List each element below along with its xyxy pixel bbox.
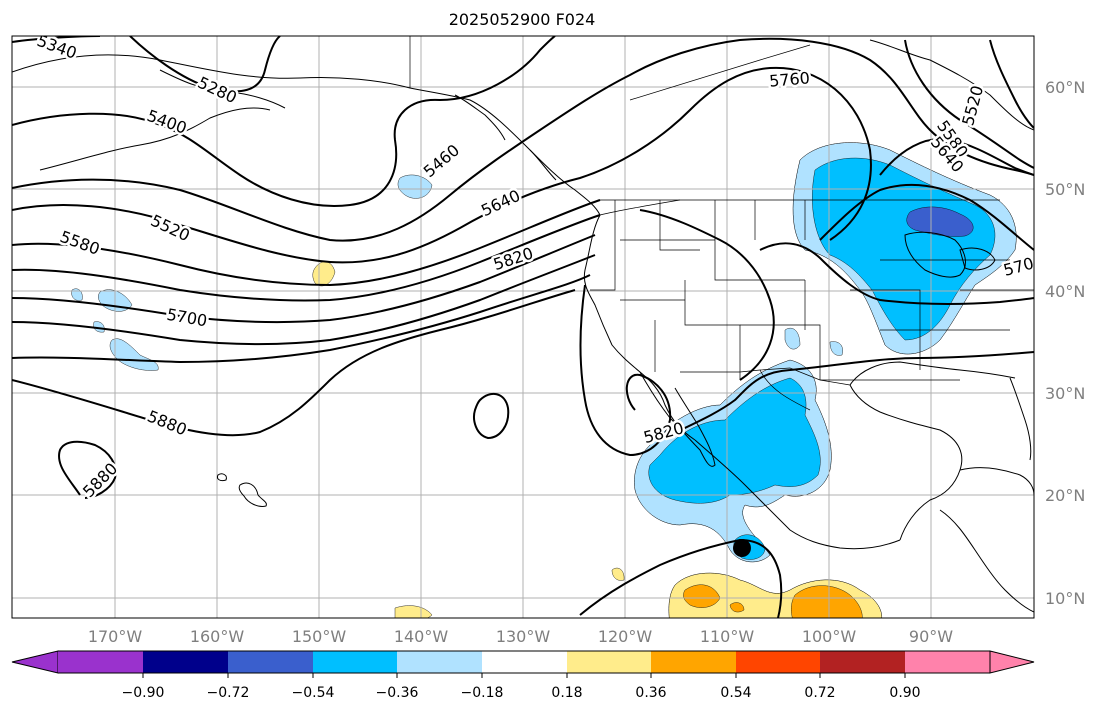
contour-5520 xyxy=(12,66,872,264)
lon-label: 120°W xyxy=(598,627,653,646)
lon-label: 160°W xyxy=(190,627,245,646)
map-title: 2025052900 F024 xyxy=(449,10,596,29)
contour-5700 xyxy=(12,234,596,324)
lat-label: 20°N xyxy=(1045,486,1085,505)
lat-label: 10°N xyxy=(1045,589,1085,608)
lon-label: 100°W xyxy=(802,627,857,646)
contour-5760-east xyxy=(639,209,775,381)
negative-anomaly-core xyxy=(648,377,821,504)
contour-5460-east xyxy=(989,39,1034,129)
contour-5820-east xyxy=(659,351,1034,441)
map-area: 5340 5280 5400 5460 5520 5580 5640 5700 … xyxy=(12,36,1034,618)
colorbar-bin xyxy=(58,651,143,673)
colorbar-bin xyxy=(482,651,567,673)
lat-label: 60°N xyxy=(1045,78,1085,97)
graticule xyxy=(12,36,1034,618)
colorbar-bin xyxy=(313,651,397,673)
colorbar-bin xyxy=(651,651,736,673)
colorbar-tick: −0.72 xyxy=(207,685,250,701)
contour-5400 xyxy=(12,36,556,207)
contour-5700-east xyxy=(759,242,1034,306)
lat-label: 50°N xyxy=(1045,180,1085,199)
contour-5460 xyxy=(12,37,1034,242)
contour-5520-east xyxy=(904,39,1034,169)
lon-label: 140°W xyxy=(394,627,449,646)
contour-5820-mexico xyxy=(579,284,672,457)
negative-anomaly-patch xyxy=(71,288,83,301)
lat-label: 30°N xyxy=(1045,384,1085,403)
lon-label: 110°W xyxy=(700,627,755,646)
colorbar-tick: 0.90 xyxy=(889,685,920,701)
colorbar-tick: 0.54 xyxy=(720,685,751,701)
positive-anomaly-core xyxy=(729,602,745,613)
colorbar-tick: 0.18 xyxy=(551,685,582,701)
colorbar-max-extend xyxy=(989,650,1035,674)
colorbar-bin xyxy=(397,651,482,673)
negative-anomaly-peak xyxy=(906,206,974,237)
colorbar-tick: 0.36 xyxy=(635,685,666,701)
colorbar-tick: 0.72 xyxy=(804,685,835,701)
lon-label: 130°W xyxy=(496,627,551,646)
contour-5880 xyxy=(12,289,576,437)
colorbar-bin xyxy=(820,651,905,673)
contour-5580-east xyxy=(879,138,1034,176)
colorbar-tick: −0.18 xyxy=(461,685,504,701)
colorbar-tick: −0.36 xyxy=(376,685,419,701)
colorbar-bin xyxy=(143,651,228,673)
lon-label: 90°W xyxy=(909,627,953,646)
contour-5640-east xyxy=(819,183,1034,251)
lon-label: 150°W xyxy=(292,627,347,646)
longitude-labels: 170°W 160°W 150°W 140°W 130°W 120°W 110°… xyxy=(88,627,953,646)
contour-5280 xyxy=(129,36,281,93)
height-contours xyxy=(12,36,1034,618)
colorbar-min-extend xyxy=(11,650,59,674)
colorbar-bin xyxy=(905,651,990,673)
colorbar-tick: −0.54 xyxy=(292,685,335,701)
contour-5760 xyxy=(12,254,596,346)
colorbar-bin xyxy=(567,651,651,673)
negative-anomaly-patch xyxy=(784,327,801,350)
positive-anomaly-core xyxy=(791,585,863,618)
contour-5880-mexico xyxy=(579,538,783,618)
contour-5580 xyxy=(12,199,601,287)
colorbar-bin xyxy=(736,651,820,673)
colorbar-tick: −0.90 xyxy=(122,685,165,701)
latitude-labels: 60°N 50°N 40°N 30°N 20°N 10°N xyxy=(1045,78,1085,608)
negative-anomaly-patch xyxy=(109,338,159,371)
positive-anomaly-patch xyxy=(394,605,433,618)
colorbar: −0.90 −0.72 −0.54 −0.36 −0.18 0.18 0.36 … xyxy=(11,650,1035,701)
anomaly-fill-layer xyxy=(71,142,1017,618)
contour-label: 5760 xyxy=(768,68,810,90)
negative-anomaly-patch xyxy=(829,341,843,356)
political-borders xyxy=(409,36,1034,411)
positive-anomaly-patch xyxy=(611,567,625,581)
contour-5820 xyxy=(12,274,591,364)
lat-label: 40°N xyxy=(1045,282,1085,301)
lon-label: 170°W xyxy=(88,627,143,646)
storm-center-marker xyxy=(733,539,751,557)
contour-5880-south xyxy=(58,440,117,499)
colorbar-bin xyxy=(228,651,313,673)
contour-5640 xyxy=(12,214,601,302)
map-border xyxy=(11,35,1035,619)
contour-5880-closed xyxy=(473,392,510,440)
